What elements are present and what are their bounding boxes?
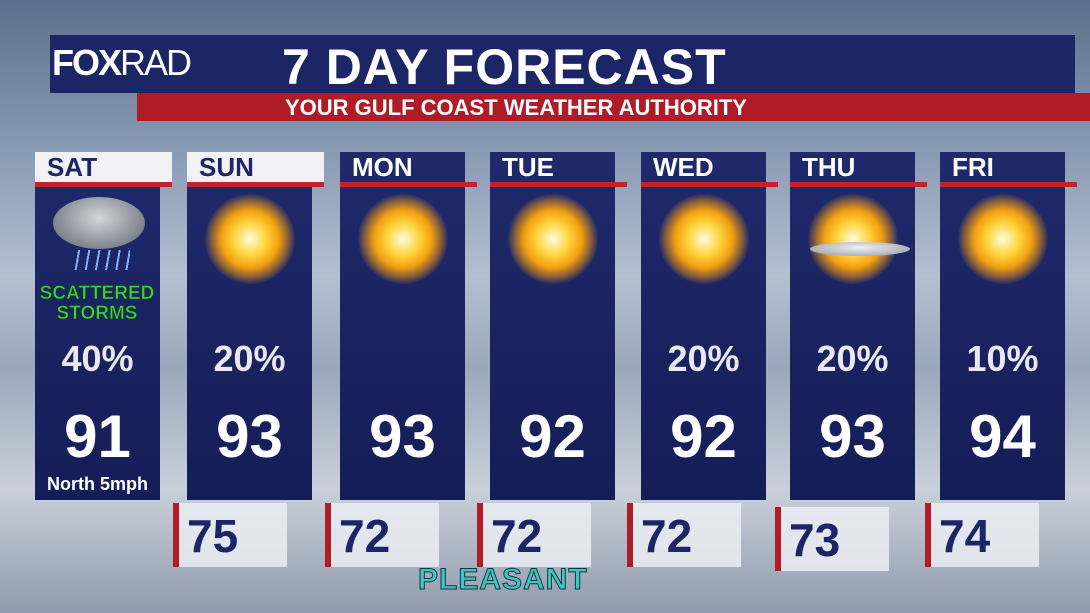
low-temp: 75: [187, 510, 239, 562]
logo: FOXRAD: [52, 42, 192, 84]
rain-chance: 10%: [966, 338, 1039, 379]
low-temp: 73: [789, 514, 841, 566]
rain-drops: [70, 250, 130, 270]
day-label: SAT: [35, 152, 172, 187]
sun-icon: [958, 194, 1048, 284]
condition: SCATTERED STORMS: [17, 283, 177, 324]
high-temp: 93: [369, 403, 436, 470]
sun-icon: [808, 194, 898, 284]
rain-chance: 20%: [816, 338, 889, 379]
low-temp: 72: [641, 510, 693, 562]
low-box: 75: [173, 503, 287, 567]
subtitle: YOUR GULF COAST WEATHER AUTHORITY: [285, 95, 747, 120]
rain-chance: 20%: [667, 338, 740, 379]
day-label: WED: [641, 152, 778, 187]
high-temp: 93: [216, 403, 283, 470]
low-temp: 72: [339, 510, 391, 562]
condition-line: SCATTERED: [39, 283, 155, 304]
high-temp: 92: [519, 403, 586, 470]
logo-main: FOX: [52, 42, 122, 83]
sun-icon: [205, 194, 295, 284]
rain-chance: 40%: [61, 338, 134, 379]
condition-line: STORMS: [56, 303, 138, 324]
day-column: SUN 20% 93: [187, 152, 324, 500]
day-column: FRI 10% 94: [940, 152, 1077, 500]
day-column: SAT SCATTERED STORMS 40% 91 North 5mph: [35, 152, 172, 500]
high-temp: 91: [64, 403, 131, 470]
sun-icon: [659, 194, 749, 284]
day-column: THU 20% 93: [790, 152, 927, 500]
day-label: SUN: [187, 152, 324, 187]
low-box: 72: [627, 503, 741, 567]
low-box: 72: [325, 503, 439, 567]
logo-sub: RAD: [120, 42, 192, 83]
footer-text: PLEASANT: [418, 563, 588, 597]
low-box: 72: [477, 503, 591, 567]
high-temp: 94: [969, 403, 1036, 470]
header-bar: [50, 35, 1075, 93]
low-box: 73: [775, 507, 889, 571]
day-column: TUE 92: [490, 152, 627, 500]
wind: North 5mph: [47, 474, 148, 494]
low-box: 74: [925, 503, 1039, 567]
sun-icon: [358, 194, 448, 284]
day-label: TUE: [490, 152, 627, 187]
sun-icon: [508, 194, 598, 284]
title: 7 DAY FORECAST: [282, 39, 727, 95]
cloud-icon: [810, 242, 910, 256]
day-column: MON 93: [340, 152, 477, 500]
day-column: WED 20% 92: [641, 152, 778, 500]
day-label: FRI: [940, 152, 1077, 187]
high-temp: 92: [670, 403, 737, 470]
low-temp: 72: [491, 510, 543, 562]
high-temp: 93: [819, 403, 886, 470]
storm-icon: [53, 197, 145, 249]
subtitle-bar: [137, 93, 1090, 121]
day-label: THU: [790, 152, 927, 187]
low-temp: 74: [939, 510, 991, 562]
rain-chance: 20%: [213, 338, 286, 379]
day-label: MON: [340, 152, 477, 187]
